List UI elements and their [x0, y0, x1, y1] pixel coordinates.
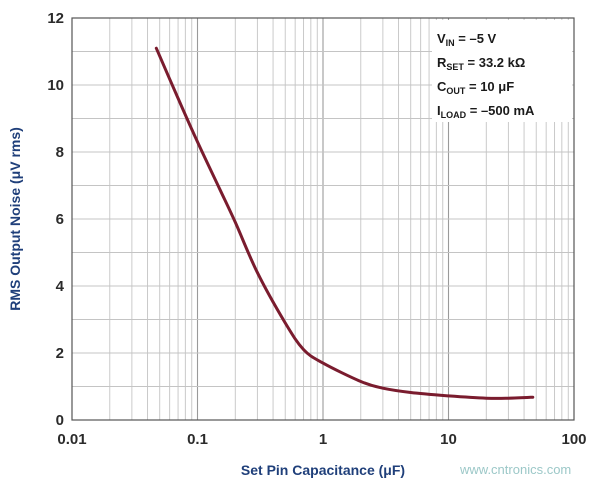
x-tick-label: 0.1 — [187, 431, 208, 448]
x-tick-labels: 0.01 0.1 1 10 100 — [57, 431, 586, 448]
legend-entry: ILOAD = –500 mA — [437, 103, 535, 120]
y-axis-label: RMS Output Noise (μV rms) — [7, 127, 23, 311]
legend-box — [432, 20, 572, 122]
legend-entry: RSET = 33.2 kΩ — [437, 55, 525, 72]
y-tick-labels: 0 2 4 6 8 10 12 — [47, 10, 64, 429]
y-tick-label: 12 — [47, 10, 64, 27]
noise-curve — [154, 46, 535, 400]
x-tick-label: 0.01 — [57, 431, 86, 448]
legend-entry: VIN = –5 V — [437, 31, 497, 48]
x-tick-label: 100 — [561, 431, 586, 448]
legend: VIN = –5 V RSET = 33.2 kΩ COUT = 10 μF ILOA… — [432, 20, 572, 122]
x-tick-label: 1 — [319, 431, 327, 448]
watermark-text: www.cntronics.com — [459, 462, 571, 477]
legend-entry: COUT = 10 μF — [437, 79, 514, 96]
y-tick-label: 2 — [56, 345, 64, 362]
y-tick-label: 10 — [47, 77, 64, 94]
series — [154, 46, 535, 400]
x-axis-label: Set Pin Capacitance (μF) — [241, 462, 405, 478]
y-tick-label: 0 — [56, 412, 64, 429]
x-tick-label: 10 — [440, 431, 457, 448]
y-tick-label: 4 — [56, 278, 65, 295]
y-tick-label: 8 — [56, 144, 64, 161]
plot-frame — [71, 17, 575, 421]
y-tick-label: 6 — [56, 211, 64, 228]
